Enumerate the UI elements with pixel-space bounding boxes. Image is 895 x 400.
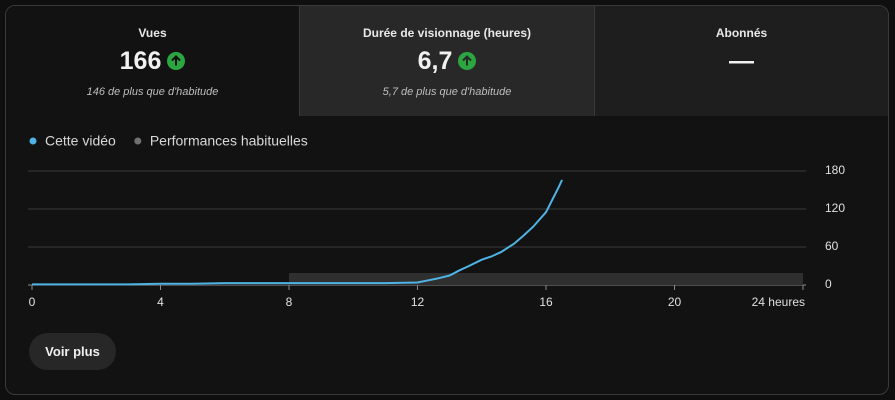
- metric-tab[interactable]: Durée de visionnage (heures) 6,7 5,7 de …: [299, 6, 594, 116]
- legend-dot: [29, 137, 37, 145]
- x-tick-label: 8: [286, 295, 293, 309]
- x-tick-label: 12: [411, 295, 425, 309]
- legend-dot: [134, 137, 142, 145]
- y-tick-label: 60: [825, 239, 839, 253]
- legend-label: Performances habituelles: [150, 133, 308, 149]
- metric-note: 146 de plus que d'habitude: [86, 86, 219, 98]
- x-tick-label: 20: [668, 295, 682, 309]
- up-icon: [458, 52, 477, 70]
- see-more-button[interactable]: Voir plus: [29, 333, 116, 370]
- metric-label: Vues: [138, 26, 167, 40]
- metric-note: 5,7 de plus que d'habitude: [382, 86, 512, 98]
- x-tick-label: 4: [157, 295, 164, 309]
- metric-tab[interactable]: Vues 166 146 de plus que d'habitude: [6, 6, 299, 116]
- metric-label: Durée de visionnage (heures): [362, 26, 532, 40]
- x-tick-label: 16: [539, 295, 553, 309]
- metric-value: 166: [119, 46, 162, 75]
- metric-value: —: [729, 46, 754, 75]
- metric-tab[interactable]: Abonnés —: [594, 6, 888, 116]
- legend-label: Cette vidéo: [45, 133, 116, 149]
- line: [32, 179, 563, 286]
- up-icon: [167, 52, 186, 70]
- y-tick-label: 120: [825, 201, 845, 215]
- y-tick-label: 180: [825, 163, 845, 177]
- y-tick-label: 0: [825, 277, 832, 291]
- x-tick-label: 24 heures: [752, 295, 805, 309]
- metric-label: Abonnés: [715, 26, 768, 40]
- area: [32, 272, 803, 285]
- metric-value: 6,7: [417, 46, 453, 75]
- x-tick-label: 0: [29, 295, 36, 309]
- analytics-card: Vues 166 146 de plus que d'habitude Duré…: [5, 5, 889, 395]
